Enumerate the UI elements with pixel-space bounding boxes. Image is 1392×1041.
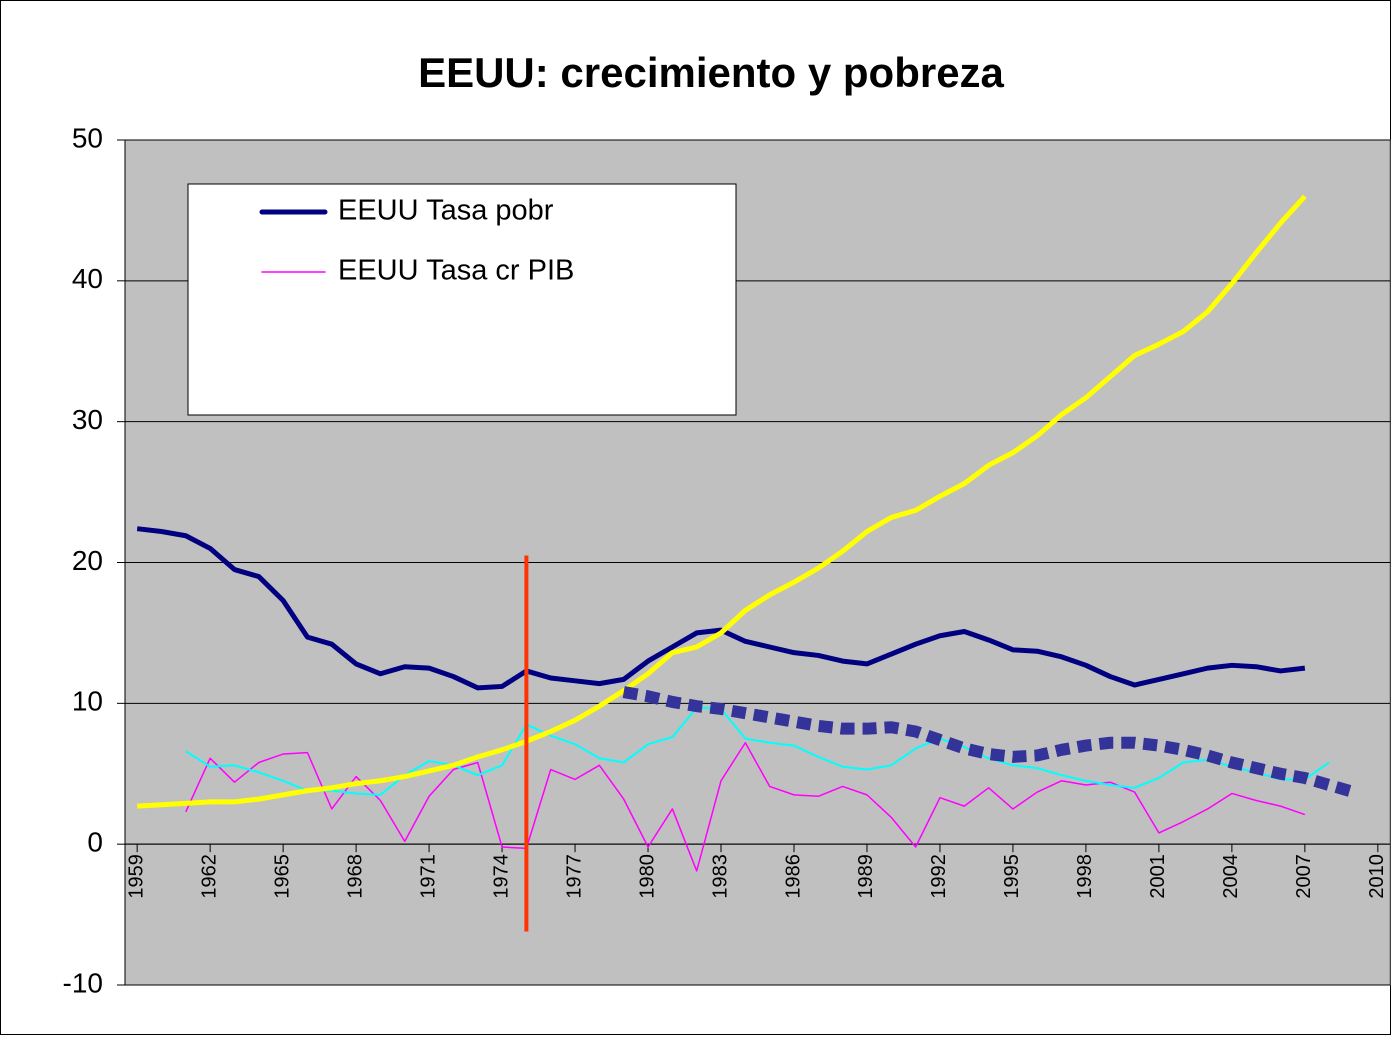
- x-tick-label: 1992: [928, 854, 950, 899]
- y-tick-label: -10: [63, 967, 103, 998]
- y-tick-label: 50: [72, 122, 103, 153]
- y-tick-label: 40: [72, 263, 103, 294]
- y-tick-label: 0: [87, 827, 103, 858]
- x-tick-label: 1995: [1001, 854, 1023, 899]
- x-tick-label: 2004: [1220, 854, 1242, 899]
- x-tick-label: 1968: [344, 854, 366, 899]
- x-tick-label: 2001: [1147, 854, 1169, 899]
- x-tick-label: 1980: [636, 854, 658, 899]
- series-line: [185, 706, 1330, 796]
- x-tick-label: 1959: [125, 854, 147, 899]
- legend-box: [187, 183, 737, 416]
- x-tick-label: 1977: [563, 854, 585, 899]
- y-tick-label: 20: [72, 545, 103, 576]
- x-tick-label: 1962: [198, 854, 220, 899]
- chart-title: EEUU: crecimiento y pobreza: [418, 49, 1004, 96]
- x-tick-label: 1986: [782, 854, 804, 899]
- x-tick-label: 1965: [271, 854, 293, 899]
- legend-label: EEUU Tasa cr PIB: [338, 255, 574, 287]
- legend: EEUU Tasa pobr EEUU Tasa cr PIB: [187, 183, 737, 416]
- y-tick-label: 30: [72, 404, 103, 435]
- y-tick-label: 10: [72, 686, 103, 717]
- x-tick-label: 1983: [709, 854, 731, 899]
- series-line: [622, 686, 1356, 798]
- x-tick-label: 1989: [855, 854, 877, 899]
- x-tick-label: 2010: [1366, 854, 1388, 899]
- x-tick-label: 1971: [417, 854, 439, 899]
- series-line: [137, 194, 1307, 809]
- x-tick-label: 2007: [1293, 854, 1315, 899]
- legend-label: EEUU Tasa pobr: [338, 195, 554, 227]
- x-tick-label: 1998: [1074, 854, 1096, 899]
- x-tick-label: 1974: [490, 854, 512, 899]
